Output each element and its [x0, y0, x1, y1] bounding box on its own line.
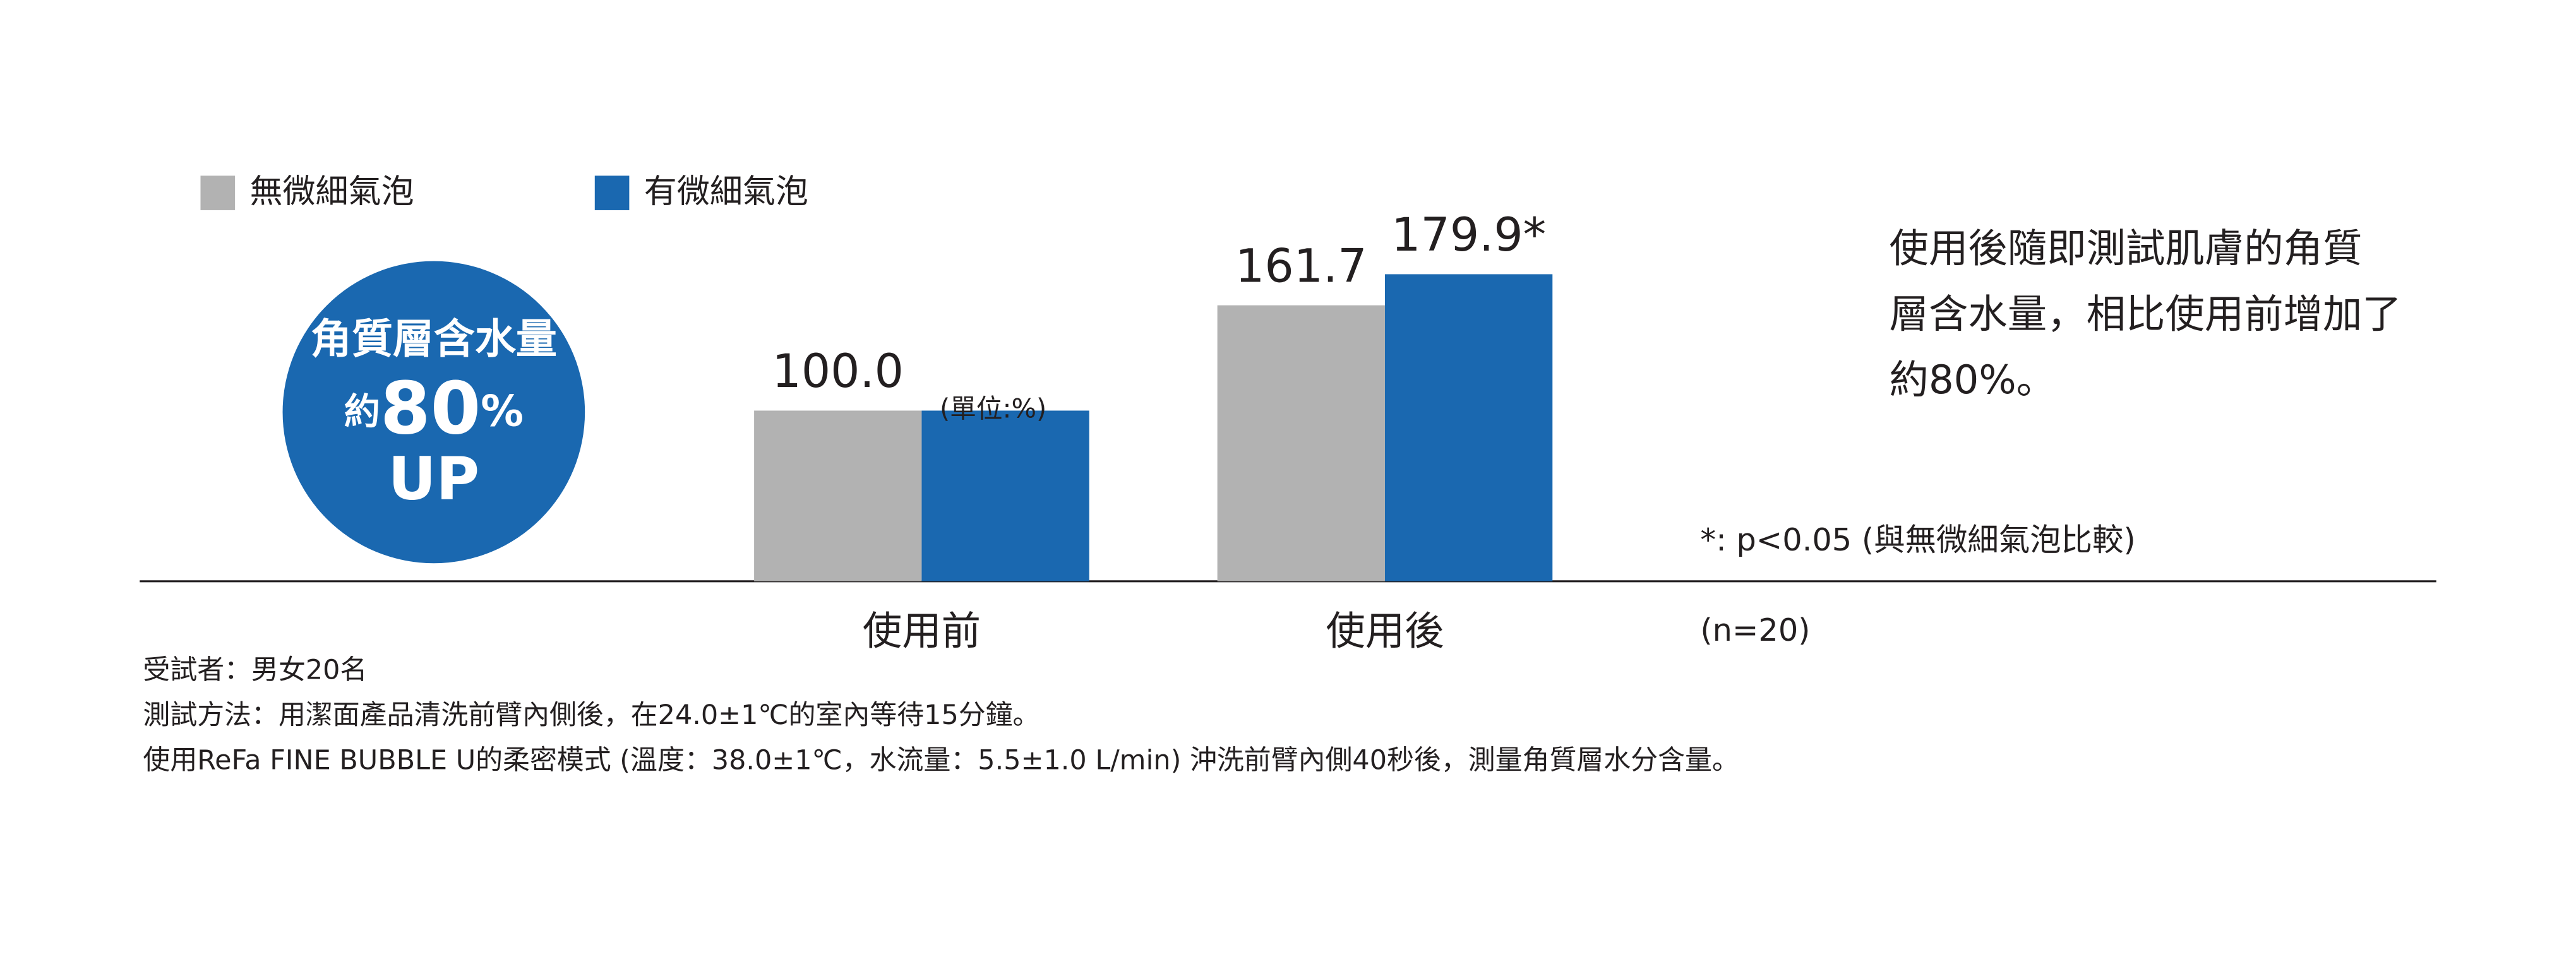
- badge: [282, 261, 585, 564]
- note-line: 約80%。: [1890, 357, 2056, 403]
- value-label: 179.9*: [1391, 208, 1546, 262]
- legend-swatch: [200, 175, 236, 210]
- footnote: 測試方法：用潔面產品清洗前臂內側後，在24.0±1℃的室內等待15分鐘。: [143, 699, 1039, 731]
- significance-note: *: p<0.05 (與無微細氣泡比較): [1700, 521, 2135, 558]
- sample-size: (n=20): [1700, 612, 1810, 648]
- badge-line: 約80%: [344, 367, 524, 451]
- bar: [921, 410, 1089, 581]
- badge-part: 80: [380, 367, 481, 451]
- x-tick-label: 使用前: [863, 608, 981, 654]
- legend-swatch: [594, 175, 630, 210]
- bar: [1217, 305, 1385, 581]
- badge-part: 約: [344, 391, 380, 432]
- note-line: 使用後隨即測試肌膚的角質: [1890, 225, 2363, 271]
- legend-label: 無微細氣泡: [250, 173, 414, 211]
- unit-label: (單位:%): [940, 393, 1046, 424]
- value-label: 161.7: [1235, 239, 1367, 293]
- badge-line: UP: [388, 445, 480, 514]
- badge-part: %: [481, 386, 524, 436]
- bar: [754, 410, 922, 581]
- note-line: 層含水量，相比使用前增加了: [1890, 291, 2402, 337]
- badge-line: 角質層含水量: [311, 316, 557, 363]
- footnote: 受試者：男女20名: [143, 654, 367, 686]
- footnote: 使用ReFa FINE BUBBLE U的柔密模式 (溫度：38.0±1℃，水流…: [143, 744, 1739, 776]
- value-label: 100.0: [772, 345, 904, 398]
- legend-label: 有微細氣泡: [644, 173, 808, 211]
- bar: [1384, 274, 1553, 581]
- x-tick-label: 使用後: [1326, 608, 1444, 654]
